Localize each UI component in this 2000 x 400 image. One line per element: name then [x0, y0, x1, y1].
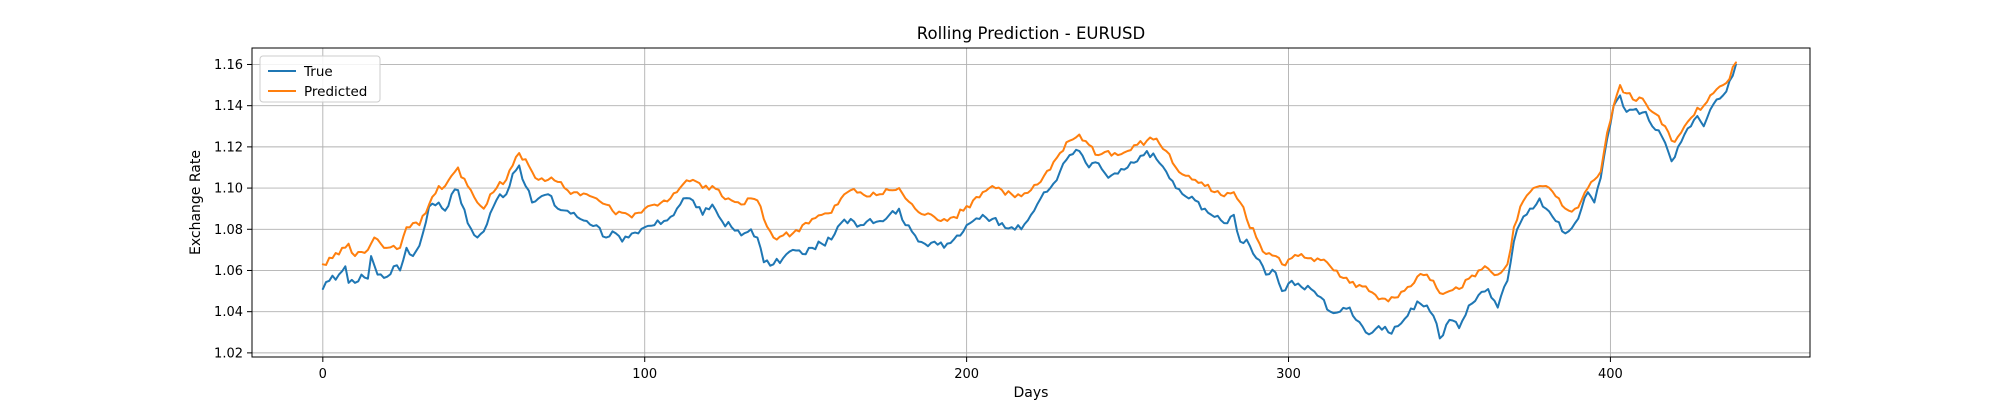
y-tick-label-4: 1.10 — [214, 182, 243, 197]
legend-label-predicted: Predicted — [304, 84, 367, 100]
y-tick-label-6: 1.14 — [214, 99, 243, 114]
x-tick-label-0: 0 — [319, 367, 327, 382]
legend-label-true: True — [303, 64, 333, 80]
y-tick-label-2: 1.06 — [214, 264, 243, 279]
grid-layer — [252, 48, 1810, 357]
y-tick-label-5: 1.12 — [214, 140, 243, 155]
x-tick-label-4: 400 — [1598, 367, 1623, 382]
y-tick-label-0: 1.02 — [214, 346, 243, 361]
x-tick-label-1: 100 — [632, 367, 657, 382]
tick-layer: 0 100 200 300 400 1.02 1.04 1.06 1.08 1.10 1.12 1.1… — [214, 58, 1623, 382]
legend: True Predicted — [259, 55, 381, 103]
x-tick-label-3: 300 — [1276, 367, 1301, 382]
y-axis-label: Exchange Rate — [188, 150, 204, 255]
y-tick-label-3: 1.08 — [214, 223, 243, 238]
series-line-predicted — [321, 61, 1737, 303]
series-layer — [321, 61, 1737, 340]
x-tick-label-2: 200 — [954, 367, 979, 382]
series-line-true — [321, 63, 1737, 340]
y-tick-label-1: 1.04 — [214, 305, 243, 320]
x-axis-label: Days — [1014, 385, 1049, 400]
chart-title: Rolling Prediction - EURUSD — [917, 24, 1145, 43]
plot-frame — [251, 47, 1811, 358]
y-tick-label-7: 1.16 — [214, 58, 243, 73]
